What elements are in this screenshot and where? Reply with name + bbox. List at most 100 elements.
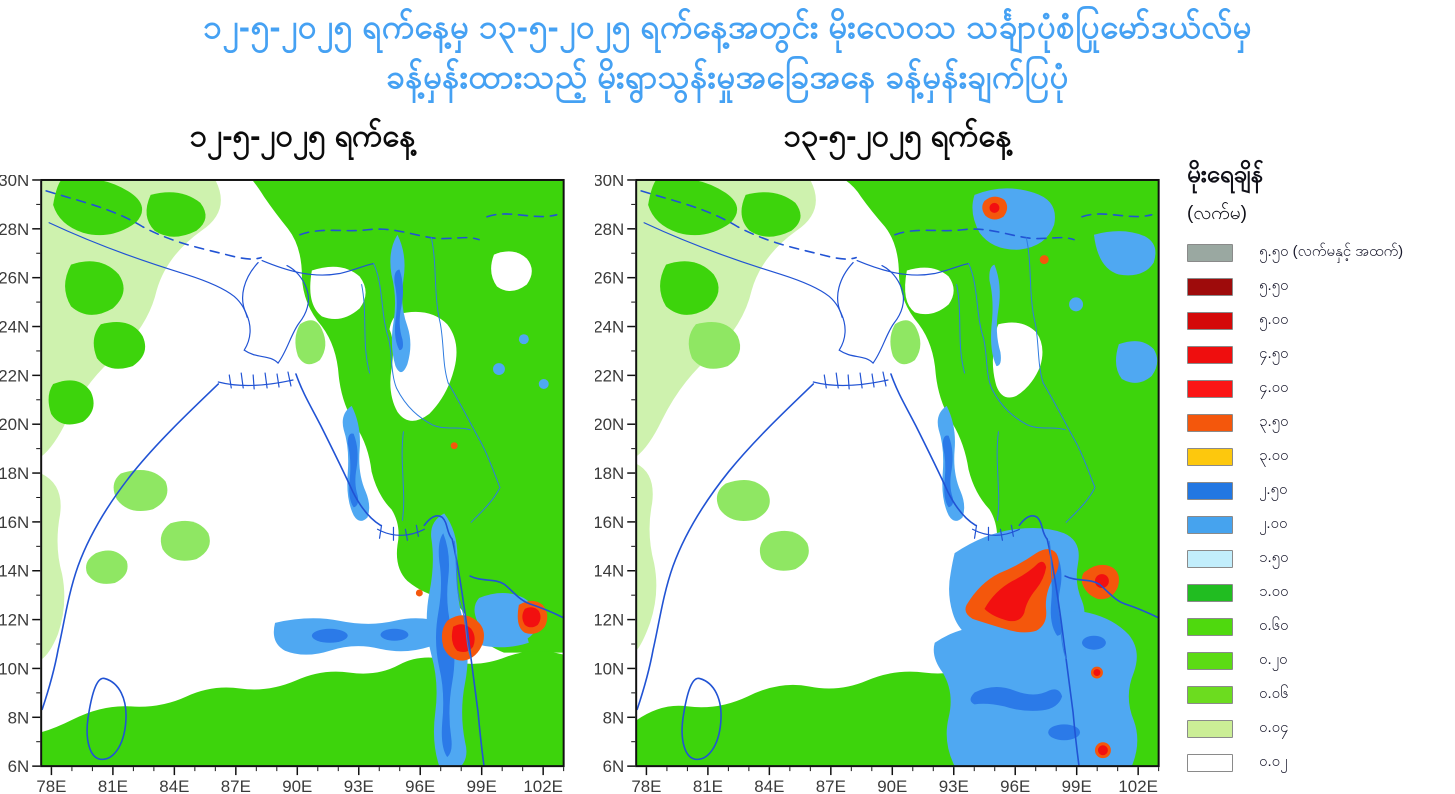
legend-value-label: ၁.၅၀ [1259, 549, 1289, 566]
legend-row: ၄.၀၀ [1187, 372, 1455, 406]
legend-row: ၀.၂၀ [1187, 644, 1455, 678]
figure-title-line1: ၁၂-၅-၂၀၂၅ ရက်နေ့မှ ၁၃-၅-၂၀၂၅ ရက်နေ့အတွင်… [203, 8, 1252, 45]
legend-value-label: ၁.၀၀ [1259, 583, 1289, 600]
legend-value-label: ၄.၀၀ [1259, 379, 1289, 396]
x-axis-tick-label: 102E [523, 777, 562, 794]
legend-color-swatch [1187, 618, 1233, 636]
legend-value-label: ၄.၅၀ [1259, 345, 1289, 362]
legend-row: ၀.၀၂ [1187, 746, 1455, 780]
x-axis-tick-label: 90E [282, 777, 312, 794]
y-axis-tick-label: 24N [595, 317, 624, 336]
x-axis-tick-label: 102E [1118, 777, 1157, 794]
y-axis-tick-label: 22N [0, 366, 29, 385]
y-axis-tick-label: 22N [595, 366, 624, 385]
x-axis-tick-label: 96E [1000, 777, 1030, 794]
panel-title-right: ၁၃-၅-၂၀၂၅ ရက်နေ့ [783, 118, 1012, 153]
rain-shading-left [41, 179, 564, 767]
legend-value-label: ၀.၀၄ [1259, 719, 1289, 736]
legend-row: ၁.၅၀ [1187, 542, 1455, 576]
y-axis-tick-label: 6N [8, 757, 30, 776]
legend-rows: ၅.၅၀ (လက်မနှင့် အထက်) ၅.၅၀၅.၀၀၄.၅၀၄.၀၀၃.၅… [1187, 236, 1455, 780]
y-axis-tick-label: 12N [595, 611, 624, 630]
x-axis-tick-label: 78E [36, 777, 66, 794]
legend-color-swatch [1187, 652, 1233, 670]
legend-row: ၃.၅၀ [1187, 406, 1455, 440]
legend-color-swatch [1187, 754, 1233, 772]
legend-color-swatch [1187, 346, 1233, 364]
x-axis-tick-label: 96E [405, 777, 435, 794]
y-axis-tick-label: 14N [595, 562, 624, 581]
map-frame [635, 178, 1160, 768]
legend-value-label: ၀.၆၀ [1259, 617, 1289, 634]
legend-value-label: ၅.၅၀ (လက်မနှင့် အထက်) [1259, 243, 1404, 260]
legend-row: ၀.၀၆ [1187, 678, 1455, 712]
legend-color-swatch [1187, 244, 1233, 262]
x-axis-tick-label: 84E [159, 777, 189, 794]
x-axis-tick-label: 93E [939, 777, 969, 794]
y-axis-tick-label: 18N [0, 464, 29, 483]
legend-color-swatch [1187, 448, 1233, 466]
y-axis-tick-label: 16N [595, 513, 624, 532]
legend-title: မိုးရေချိန် [1187, 161, 1264, 188]
legend-color-swatch [1187, 516, 1233, 534]
x-axis-tick-label: 90E [877, 777, 907, 794]
y-axis-tick-label: 16N [0, 513, 29, 532]
x-axis-tick-label: 81E [693, 777, 723, 794]
x-axis-tick-label: 87E [221, 777, 251, 794]
legend-row: ၅.၀၀ [1187, 304, 1455, 338]
y-axis-tick-label: 10N [595, 659, 624, 678]
legend-color-swatch [1187, 312, 1233, 330]
legend-row: ၀.၆၀ [1187, 610, 1455, 644]
y-axis-tick-label: 12N [0, 611, 29, 630]
legend-value-label: ၀.၂၀ [1259, 651, 1288, 668]
legend-unit-label: (လက်မ) [1187, 203, 1247, 224]
legend-color-swatch [1187, 414, 1233, 432]
legend-value-label: ၂.၀၀ [1259, 515, 1288, 532]
x-axis-tick-label: 87E [816, 777, 846, 794]
y-axis-tick-label: 20N [0, 415, 29, 434]
x-axis-tick-label: 84E [754, 777, 784, 794]
legend-row: ၂.၀၀ [1187, 508, 1455, 542]
legend-color-swatch [1187, 584, 1233, 602]
legend-value-label: ၅.၅၀ [1259, 277, 1289, 294]
legend-value-label: ၅.၀၀ [1259, 311, 1289, 328]
y-axis-tick-label: 14N [0, 562, 29, 581]
panel-title-left: ၁၂-၅-၂၀၂၅ ရက်နေ့ [189, 118, 416, 153]
legend-row: ၄.၅၀ [1187, 338, 1455, 372]
y-axis-tick-label: 26N [595, 269, 624, 288]
y-axis-tick-label: 30N [595, 175, 624, 190]
legend-color-swatch [1187, 380, 1233, 398]
y-axis-tick-label: 6N [603, 757, 625, 776]
y-axis-tick-label: 24N [0, 317, 29, 336]
y-axis-tick-label: 20N [595, 415, 624, 434]
figure-title-line2: ခန့်မှန်းထားသည့် မိုးရွာသွန်းမှုအခြေအနေ … [386, 58, 1069, 95]
rainfall-legend: မိုးရေချိန် (လက်မ) ၅.၅၀ (လက်မနှင့် အထက်)… [1187, 160, 1455, 780]
y-axis-tick-label: 10N [0, 659, 29, 678]
legend-color-swatch [1187, 686, 1233, 704]
y-axis-tick-label: 18N [595, 464, 624, 483]
map-frame [40, 178, 565, 768]
y-axis-tick-label: 26N [0, 269, 29, 288]
legend-row: ၅.၅၀ (လက်မနှင့် အထက်) [1187, 236, 1455, 270]
x-axis-tick-label: 99E [1062, 777, 1092, 794]
legend-color-swatch [1187, 720, 1233, 738]
legend-row: ၃.၀၀ [1187, 440, 1455, 474]
legend-row: ၀.၀၄ [1187, 712, 1455, 746]
y-axis-tick-label: 28N [595, 220, 624, 239]
map-left-12-5-2025: 78E 81E 84E 87E 90E 93E 96E 99E 102E 30N 28N 26N 24N… [0, 175, 565, 794]
y-axis-tick-label: 8N [8, 708, 30, 727]
y-axis-tick-label: 8N [603, 708, 625, 727]
legend-value-label: ၃.၅၀ [1259, 413, 1289, 430]
x-axis-tick-label: 81E [98, 777, 128, 794]
legend-color-swatch [1187, 550, 1233, 568]
y-axis-tick-label: 30N [0, 175, 29, 190]
legend-value-label: ၀.၀၆ [1259, 685, 1289, 702]
map-axes: 78E 81E 84E 87E 90E 93E 96E 99E 102E 30N 28N 26N 24N… [0, 175, 565, 794]
figure-title: ၁၂-၅-၂၀၂၅ ရက်နေ့မှ ၁၃-၅-၂၀၂၅ ရက်နေ့အတွင်… [0, 2, 1455, 102]
legend-color-swatch [1187, 278, 1233, 296]
x-axis-tick-label: 93E [344, 777, 374, 794]
legend-row: ၁.၀၀ [1187, 576, 1455, 610]
legend-value-label: ၀.၀၂ [1259, 753, 1288, 770]
legend-row: ၅.၅၀ [1187, 270, 1455, 304]
